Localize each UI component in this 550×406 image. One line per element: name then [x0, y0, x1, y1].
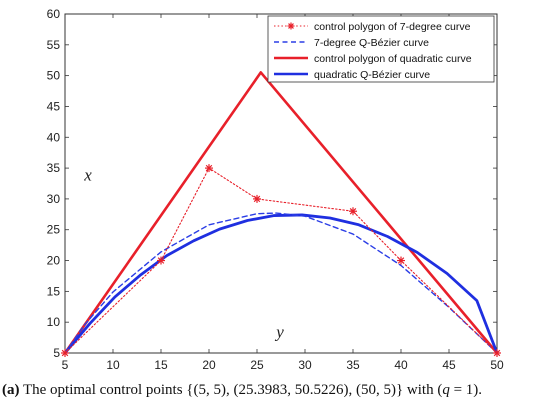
caption-text: The optimal control points {(5, 5), (25.…	[19, 382, 443, 398]
y-tick-label: 10	[47, 315, 61, 329]
caption-label: (a)	[2, 382, 20, 398]
axis-ticks: 5 10 15 20 25 30 35 40 45 50 5 10 15 20 25 30 35 40 45 50 55…	[47, 7, 504, 372]
x-tick-label: 5	[62, 358, 69, 372]
y-tick-label: 5	[53, 346, 60, 360]
annotations: xy	[83, 165, 284, 341]
legend-label-3: quadratic Q-Bézier curve	[314, 69, 430, 81]
y-tick-label: 55	[47, 38, 61, 52]
series-line-1	[64, 212, 498, 354]
x-tick-label: 40	[394, 358, 408, 372]
y-tick-label: 25	[47, 223, 61, 237]
legend-box	[267, 15, 495, 83]
y-tick-label: 60	[47, 7, 61, 21]
y-tick-label: 20	[47, 254, 61, 268]
caption-q-value: = 1).	[449, 382, 483, 398]
series-line-2	[63, 71, 499, 355]
series-point	[349, 207, 357, 216]
series-point	[157, 256, 165, 265]
y-tick-label: 35	[47, 161, 61, 175]
x-tick-label: 25	[250, 358, 264, 372]
y-tick-label: 50	[47, 69, 61, 83]
y-tick-label: 30	[47, 192, 61, 206]
y-tick-label: 45	[47, 99, 61, 113]
x-tick-label: 10	[106, 358, 120, 372]
series-layer	[61, 71, 501, 357]
legend-label-0: control polygon of 7-degree curve	[314, 21, 471, 33]
x-tick-label: 45	[442, 358, 456, 372]
legend: control polygon of 7-degree curve 7-degre…	[267, 15, 495, 83]
y-tick-label: 15	[47, 284, 61, 298]
x-tick-label: 35	[346, 358, 360, 372]
series-point	[493, 349, 501, 357]
annotation-y: y	[274, 323, 284, 342]
legend-label-2: control polygon of quadratic curve	[314, 53, 472, 65]
series-point	[61, 349, 69, 357]
caption-q-symbol: q	[442, 382, 450, 398]
series-point	[253, 194, 261, 203]
series-line-3	[63, 213, 499, 355]
series-point	[397, 256, 405, 265]
series-point	[205, 164, 213, 173]
x-tick-label: 15	[154, 358, 168, 372]
legend-marker	[287, 22, 295, 30]
x-tick-label: 50	[490, 358, 504, 372]
legend-label-1: 7-degree Q-Bézier curve	[314, 37, 429, 49]
x-tick-label: 20	[202, 358, 216, 372]
figure-caption: (a) The optimal control points {(5, 5), …	[2, 382, 548, 399]
annotation-x: x	[83, 165, 92, 184]
x-tick-label: 30	[298, 358, 312, 372]
y-tick-label: 40	[47, 130, 61, 144]
